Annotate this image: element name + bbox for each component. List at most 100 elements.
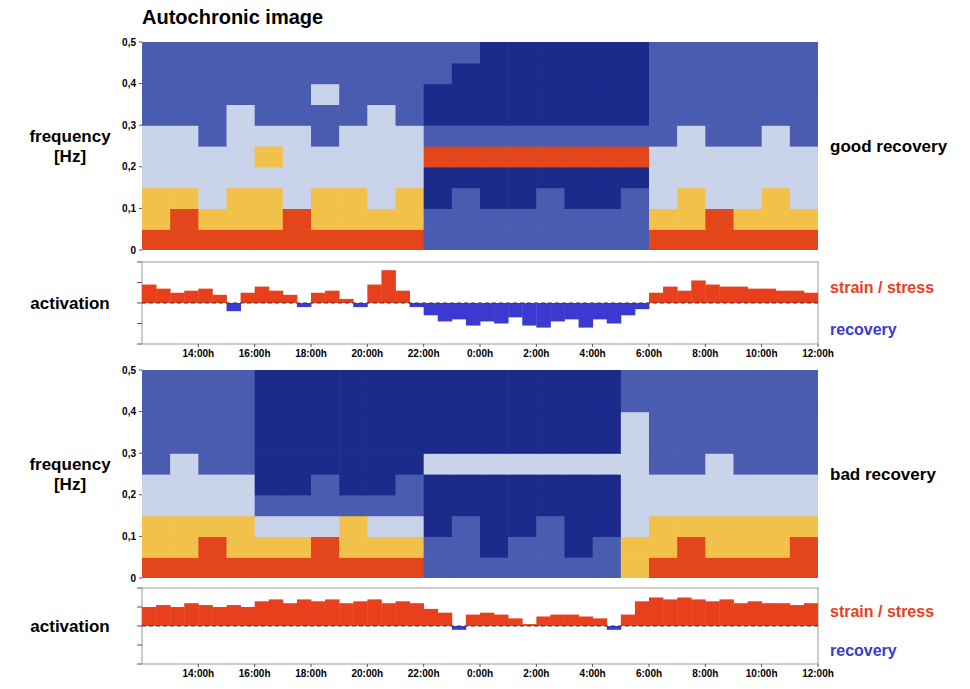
heatmap-cell <box>198 125 227 146</box>
heatmap-cell <box>311 432 340 453</box>
activation-bar <box>241 607 255 626</box>
heatmap-cell <box>565 84 594 105</box>
activation-bar <box>297 599 311 626</box>
heatmap-cell <box>339 432 368 453</box>
heatmap-cell <box>255 229 284 250</box>
heatmap-cell <box>367 167 396 188</box>
heatmap-cell <box>198 474 227 495</box>
heatmap-cell <box>536 84 565 105</box>
y-tick <box>137 282 142 283</box>
x-tick <box>254 664 255 667</box>
heatmap-cell <box>480 412 509 433</box>
heatmap-cell <box>790 63 818 84</box>
heatmap-cell <box>367 474 396 495</box>
heatmap-cell <box>255 167 284 188</box>
heatmap-cell <box>649 167 678 188</box>
heatmap-cell <box>227 536 256 557</box>
heatmap-cell <box>367 208 396 229</box>
heatmap-cell <box>339 229 368 250</box>
heatmap-cell <box>734 412 763 433</box>
heatmap-cell <box>790 146 818 167</box>
heatmap-cell <box>508 146 537 167</box>
heatmap-cell <box>536 125 565 146</box>
heatmap-cell <box>734 432 763 453</box>
heatmap-cell <box>677 432 706 453</box>
activation-bar <box>776 291 790 303</box>
heatmap-cell <box>565 167 594 188</box>
heatmap-cell <box>621 412 650 433</box>
heatmap-cell <box>734 125 763 146</box>
heatmap-cell <box>480 208 509 229</box>
x-tick <box>311 344 312 347</box>
panel-annotation: bad recovery <box>830 465 936 484</box>
heatmap-cell <box>452 536 481 557</box>
heatmap-cell <box>536 229 565 250</box>
heatmap-cell <box>565 516 594 537</box>
heatmap-cell <box>396 188 425 209</box>
heatmap-cell <box>677 474 706 495</box>
heatmap-cell <box>452 453 481 474</box>
heatmap-cell <box>255 412 284 433</box>
heatmap-cell <box>480 516 509 537</box>
heatmap-cell <box>536 146 565 167</box>
heatmap-cell <box>565 474 594 495</box>
heatmap-cell <box>649 42 678 63</box>
heatmap-cell <box>283 208 312 229</box>
heatmap-cell <box>705 104 734 125</box>
heatmap-cell <box>734 229 763 250</box>
heatmap-cell <box>480 370 509 391</box>
heatmap-cell <box>452 104 481 125</box>
heatmap-cell <box>508 208 537 229</box>
x-tick-label: 16:00h <box>239 668 271 679</box>
heatmap-cell <box>227 125 256 146</box>
activation-bar <box>452 303 466 319</box>
activation-bar <box>705 601 719 626</box>
zero-line <box>142 626 818 627</box>
heatmap-cell <box>762 208 791 229</box>
x-tick <box>423 664 424 667</box>
activation-bar <box>339 603 353 626</box>
heatmap-cell <box>480 432 509 453</box>
heatmap-cell <box>649 208 678 229</box>
heatmap-cell <box>649 125 678 146</box>
heatmap-cell <box>536 208 565 229</box>
activation-bar <box>367 285 381 303</box>
heatmap-cell <box>593 229 622 250</box>
heatmap-cell <box>396 474 425 495</box>
activation-bar <box>381 270 395 303</box>
heatmap-cell <box>424 412 453 433</box>
heatmap-cell <box>142 536 171 557</box>
heatmap-cell <box>593 146 622 167</box>
heatmap-cell <box>649 104 678 125</box>
heatmap-cell <box>170 516 199 537</box>
heatmap-cell <box>255 536 284 557</box>
heatmap-cell <box>705 63 734 84</box>
heatmap-cell <box>480 167 509 188</box>
x-tick <box>367 344 368 347</box>
heatmap-cell <box>339 208 368 229</box>
heatmap-cell <box>536 557 565 578</box>
heatmap-cell <box>508 84 537 105</box>
heatmap-cell <box>649 146 678 167</box>
heatmap-cell <box>508 432 537 453</box>
heatmap-cell <box>198 516 227 537</box>
heatmap-cell <box>790 391 818 412</box>
heatmap-cell <box>705 557 734 578</box>
heatmap-cell <box>536 42 565 63</box>
activation-bar <box>621 615 635 626</box>
heatmap-cell <box>480 495 509 516</box>
heatmap-cell <box>283 146 312 167</box>
heatmap-cell <box>283 391 312 412</box>
activation-bar <box>396 291 410 303</box>
heatmap-cell <box>677 208 706 229</box>
heatmap-cell <box>480 229 509 250</box>
activation-bar <box>579 303 593 328</box>
heatmap-cell <box>396 125 425 146</box>
heatmap-cell <box>593 557 622 578</box>
heatmap-cell <box>283 63 312 84</box>
activation-bar <box>649 598 663 627</box>
heatmap-cell <box>762 188 791 209</box>
heatmap-cell <box>762 432 791 453</box>
x-tick-label: 6:00h <box>636 348 662 359</box>
y-tick-label: 0 <box>130 245 136 256</box>
